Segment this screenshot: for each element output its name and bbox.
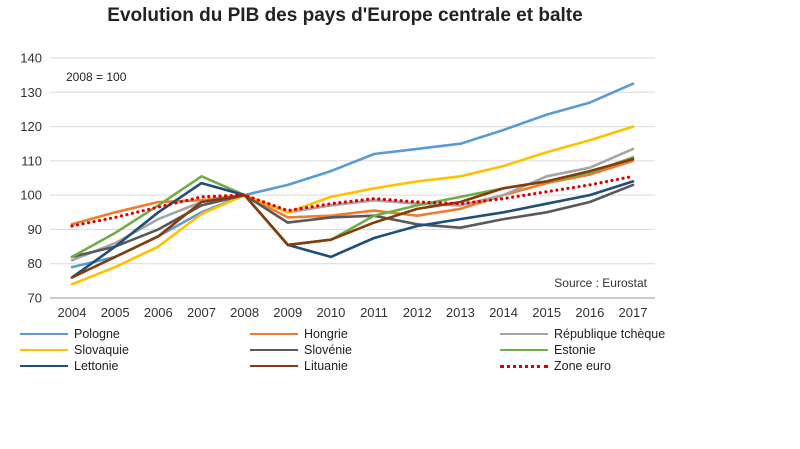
legend-item: Lettonie: [20, 358, 118, 374]
x-tick-label: 2008: [230, 305, 259, 320]
x-tick-label: 2015: [532, 305, 561, 320]
source-annotation: Source : Eurostat: [554, 276, 647, 290]
legend-label: Zone euro: [554, 359, 611, 373]
legend-label: Lituanie: [304, 359, 348, 373]
x-tick-label: 2014: [489, 305, 518, 320]
y-tick-label: 140: [20, 51, 42, 66]
legend-swatch: [250, 333, 298, 335]
legend-label: Slovénie: [304, 343, 352, 357]
legend-label: Estonie: [554, 343, 596, 357]
y-tick-label: 80: [28, 256, 42, 271]
legend-swatch: [250, 365, 298, 367]
y-tick-label: 70: [28, 291, 42, 306]
x-tick-label: 2017: [619, 305, 648, 320]
legend-item: Pologne: [20, 326, 120, 342]
legend-item: Slovénie: [250, 342, 352, 358]
y-tick-label: 100: [20, 188, 42, 203]
legend-swatch: [500, 333, 548, 335]
x-tick-label: 2016: [575, 305, 604, 320]
legend-swatch: [20, 365, 68, 367]
series-line-lituanie: [70, 157, 635, 279]
legend-item: Slovaquie: [20, 342, 129, 358]
series-line-slov-nie: [70, 183, 635, 259]
legend-label: République tchèque: [554, 327, 666, 341]
legend-item: République tchèque: [500, 326, 665, 342]
x-tick-label: 2012: [403, 305, 432, 320]
legend-label: Hongrie: [304, 327, 348, 341]
legend-item: Zone euro: [500, 358, 611, 374]
chart-title: Evolution du PIB des pays d'Europe centr…: [107, 5, 583, 26]
y-tick-label: 90: [28, 222, 42, 237]
x-tick-label: 2013: [446, 305, 475, 320]
legend-swatch: [250, 349, 298, 351]
series-line-estonie: [70, 156, 635, 259]
legend-swatch: [20, 333, 68, 335]
legend-label: Slovaquie: [74, 343, 129, 357]
series-line-zone-euro: [70, 174, 635, 228]
y-tick-label: 120: [20, 119, 42, 134]
series-line-r-publique-tch-que: [70, 147, 635, 262]
legend-swatch: [20, 349, 68, 351]
x-tick-label: 2006: [144, 305, 173, 320]
legend-item: Lituanie: [250, 358, 348, 374]
legend-swatch: [500, 349, 548, 351]
legend-item: Estonie: [500, 342, 596, 358]
legend-item: Hongrie: [250, 326, 348, 342]
series-line-lettonie: [70, 180, 635, 279]
series-line-slovaquie: [70, 125, 635, 286]
y-tick-label: 110: [21, 153, 42, 168]
x-tick-label: 2010: [316, 305, 345, 320]
legend-swatch: [500, 364, 548, 368]
legend-label: Pologne: [74, 327, 120, 341]
base-annotation: 2008 = 100: [66, 70, 127, 84]
series-line-pologne: [70, 82, 635, 269]
x-tick-label: 2009: [273, 305, 302, 320]
x-tick-label: 2005: [101, 305, 130, 320]
y-tick-label: 130: [20, 85, 42, 100]
x-tick-label: 2011: [360, 305, 388, 320]
x-tick-label: 2004: [58, 305, 87, 320]
legend-label: Lettonie: [74, 359, 119, 373]
x-tick-label: 2007: [187, 305, 216, 320]
